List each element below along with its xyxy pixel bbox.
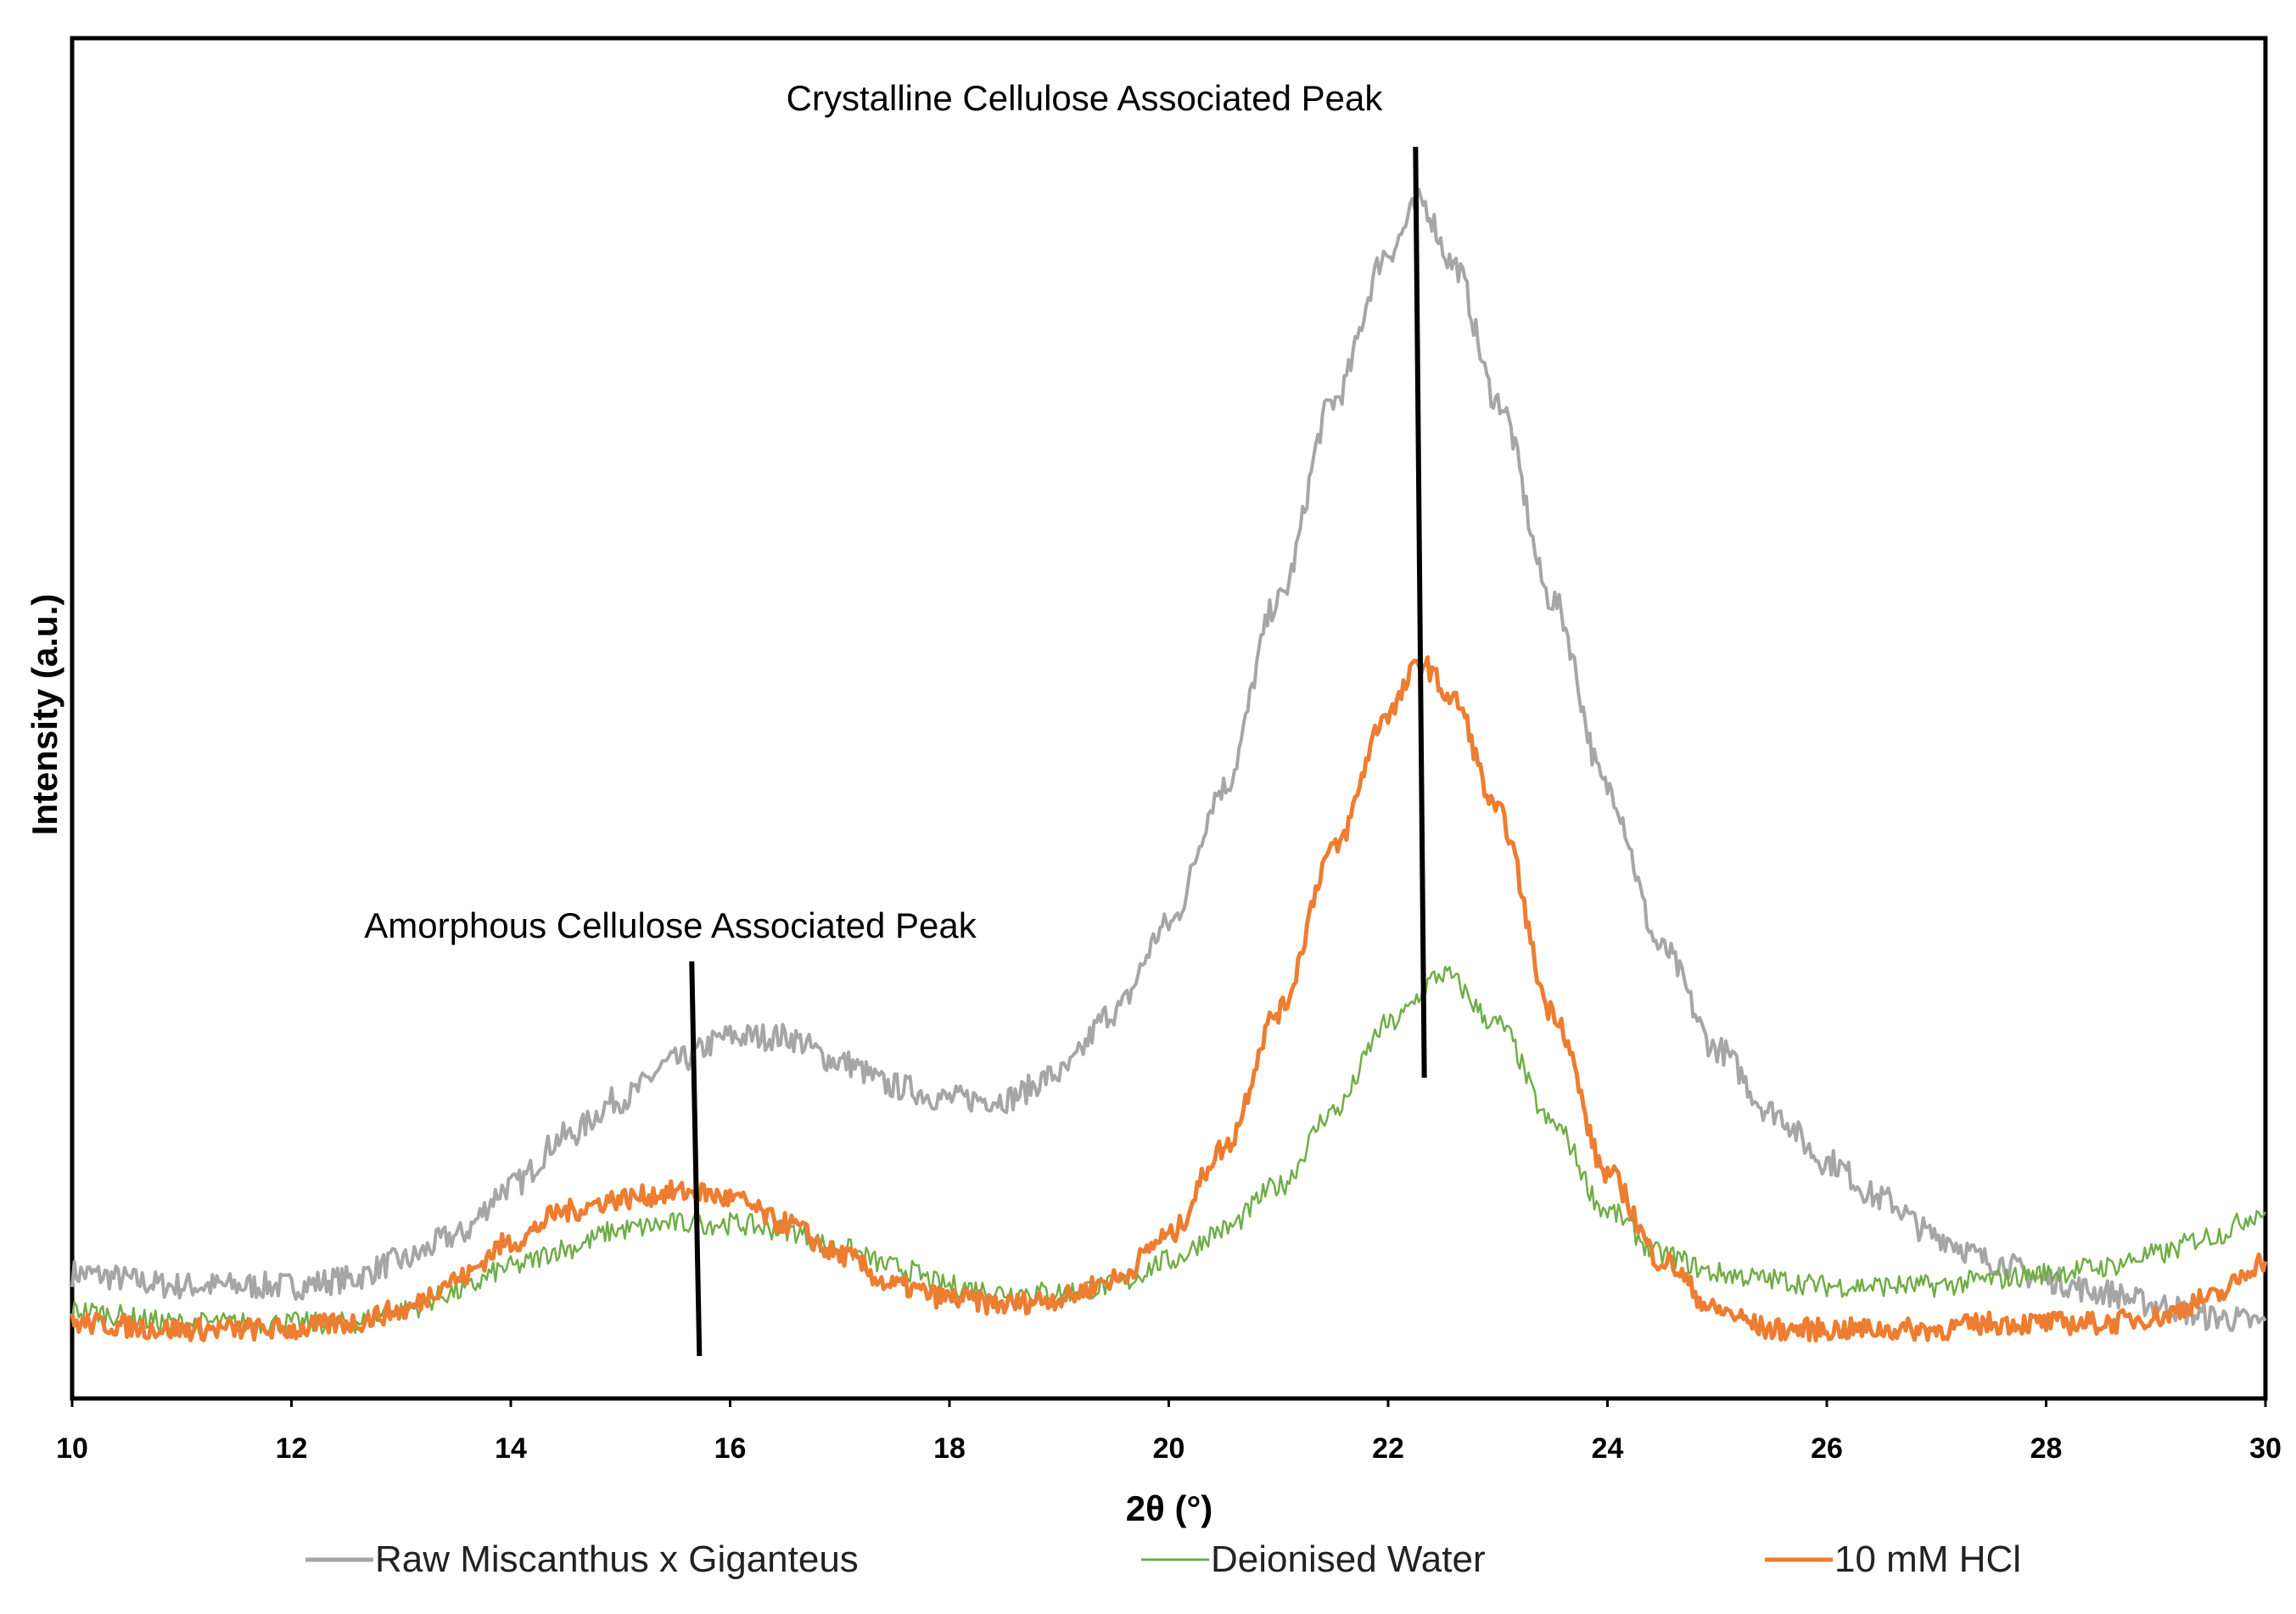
annotation-label-1: Amorphous Cellulose Associated Peak [364,905,977,945]
annotation-marker-2 [1413,146,1427,1079]
x-tick-label: 16 [714,1432,747,1465]
x-axis-ticks: 10 12 14 16 18 20 22 24 26 28 30 [56,1398,2282,1465]
x-tick-label: 12 [276,1432,308,1465]
series-line-2 [70,966,2267,1336]
x-tick-label: 10 [56,1432,88,1465]
x-tick-label: 18 [933,1432,966,1465]
x-tick-label: 26 [1811,1432,1843,1465]
x-axis-title: 2θ (°) [1126,1488,1213,1528]
x-tick-label: 22 [1372,1432,1404,1465]
x-tick-label: 14 [495,1432,527,1465]
y-axis-title: Intensity (a.u.) [25,594,64,836]
series-line-3 [70,655,2268,1342]
x-tick-label: 28 [2030,1432,2063,1465]
x-tick-label: 20 [1153,1432,1185,1465]
series-line-1 [70,188,2267,1332]
annotation-marker-1 [689,961,703,1357]
annotation-layer: Amorphous Cellulose Associated Peak Cryst… [364,78,1427,1357]
legend: Raw Miscanthus x Giganteus Deionised Wate… [305,1538,2021,1580]
x-tick-label: 24 [1592,1432,1624,1465]
series-layer [70,188,2268,1342]
legend-label-1: Raw Miscanthus x Giganteus [375,1538,859,1580]
x-tick-label: 30 [2249,1432,2282,1465]
legend-label-2: Deionised Water [1211,1538,1486,1580]
annotation-label-2: Crystalline Cellulose Associated Peak [787,78,1384,118]
legend-label-3: 10 mM HCl [1834,1538,2021,1580]
